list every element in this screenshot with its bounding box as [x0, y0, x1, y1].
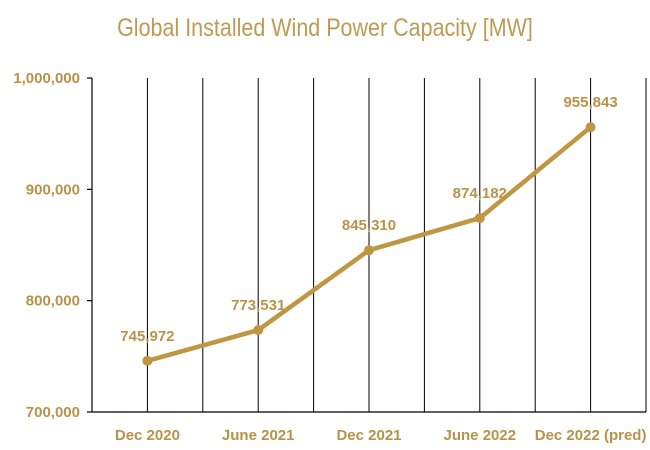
data-point: [474, 213, 485, 224]
chart-title: Global Installed Wind Power Capacity [MW…: [117, 14, 533, 42]
grid-lines: [146, 78, 647, 412]
x-tick-label: Dec 2021: [336, 427, 401, 444]
data-label: 845,310: [342, 217, 396, 234]
x-tick-labels: Dec 2020 June 2021 Dec 2021 June 2022 Dec 20…: [115, 427, 647, 444]
y-tick-label: 1,000,000: [13, 70, 80, 87]
y-tick-labels: 700,000 800,000 900,000 1,000,000: [13, 70, 80, 421]
x-tick-label: Dec 2020: [115, 427, 180, 444]
y-tick-label: 900,000: [26, 181, 80, 198]
data-point: [142, 355, 153, 366]
data-label: 745,972: [120, 328, 174, 345]
data-point: [364, 245, 374, 256]
data-labels: 745,972 773,531 845,310 874,182 955,843: [120, 94, 617, 345]
data-label: 955,843: [563, 94, 617, 111]
data-point: [253, 325, 264, 336]
series-capacity: [142, 122, 596, 366]
x-tick-label: June 2022: [444, 427, 517, 444]
data-point: [585, 122, 596, 133]
data-label: 874,182: [453, 185, 507, 202]
axes: [87, 77, 646, 413]
x-tick-label: June 2021: [222, 427, 295, 444]
y-tick-label: 700,000: [26, 404, 80, 421]
x-tick-label: Dec 2022 (pred): [535, 427, 647, 444]
y-tick-label: 800,000: [26, 293, 80, 310]
data-label: 773,531: [231, 297, 285, 314]
